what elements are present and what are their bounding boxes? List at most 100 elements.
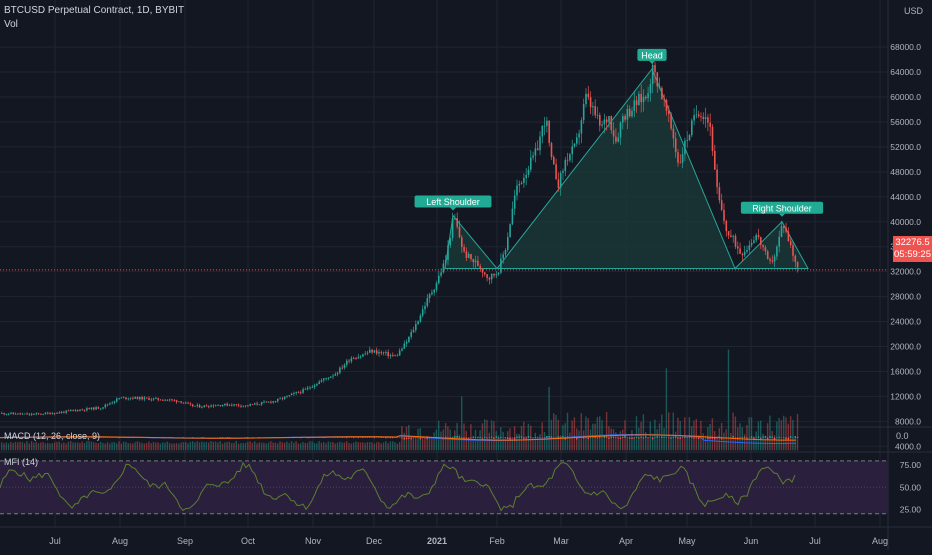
candle: [500, 259, 502, 273]
macd-histogram-bar: [613, 437, 615, 438]
macd-histogram-bar: [367, 438, 369, 439]
candle: [197, 405, 199, 406]
y-tick-label: 40000.0: [890, 217, 921, 227]
volume-bar: [91, 442, 92, 451]
candle: [475, 261, 477, 263]
macd-histogram-bar: [790, 436, 792, 438]
macd-histogram-bar: [698, 438, 700, 440]
volume-bar: [530, 426, 531, 451]
volume-bar: [378, 442, 379, 450]
candle: [33, 414, 35, 415]
volume-bar: [47, 443, 48, 451]
candle: [592, 106, 594, 107]
candle: [742, 254, 744, 255]
volume-bar: [121, 444, 122, 451]
macd-histogram-bar: [491, 437, 493, 438]
candle: [496, 274, 498, 275]
volume-bar: [220, 441, 221, 450]
macd-histogram-bar: [647, 438, 649, 439]
candle: [328, 378, 330, 379]
volume-bar: [19, 442, 20, 450]
volume-bar: [114, 442, 115, 450]
candle: [767, 251, 769, 259]
candle: [728, 231, 730, 235]
candle: [498, 273, 500, 275]
macd-histogram-bar: [420, 438, 422, 440]
volume-bar: [42, 442, 43, 450]
candle: [148, 398, 150, 400]
volume-bar: [413, 436, 414, 450]
candle: [640, 94, 642, 102]
volume-bar: [348, 443, 349, 450]
candle: [746, 250, 748, 252]
volume-bar: [491, 421, 492, 451]
volume-bar: [224, 442, 225, 450]
candle: [82, 410, 84, 411]
candle: [525, 175, 527, 178]
candle: [29, 414, 31, 415]
volume-bar: [468, 439, 469, 450]
candle: [52, 413, 54, 414]
candle: [86, 408, 88, 410]
candle: [123, 397, 125, 398]
volume-bar: [226, 442, 227, 450]
volume-bar: [735, 417, 736, 451]
candle: [680, 163, 682, 164]
x-tick-label: May: [678, 536, 696, 546]
volume-bar: [254, 441, 255, 450]
x-tick-label: Jul: [49, 536, 61, 546]
volume-bar: [31, 441, 32, 450]
volume-bar: [286, 442, 287, 451]
candle: [788, 232, 790, 242]
macd-histogram-bar: [592, 437, 594, 438]
volume-bar: [240, 443, 241, 450]
candle: [376, 350, 378, 353]
volume-bar: [316, 443, 317, 450]
volume-bar: [141, 443, 142, 450]
volume-bar: [270, 441, 271, 450]
volume-bar: [590, 430, 591, 451]
candle: [790, 241, 792, 245]
candle: [351, 358, 353, 361]
macd-histogram-bar: [776, 438, 778, 439]
volume-bar: [489, 433, 490, 451]
volume-bar: [293, 443, 294, 451]
volume-bar: [33, 443, 34, 451]
candle: [666, 100, 668, 111]
volume-bar: [61, 443, 62, 450]
candle: [1, 413, 3, 414]
volume-bar: [666, 368, 667, 450]
volume-bar: [151, 443, 152, 450]
volume-bar: [604, 438, 605, 451]
macd-histogram-bar: [404, 438, 406, 440]
volume-bar: [661, 414, 662, 450]
candle: [636, 100, 638, 105]
macd-histogram-bar: [654, 437, 656, 438]
macd-histogram-bar: [785, 438, 787, 440]
candle: [95, 407, 97, 409]
volume-bar: [171, 443, 172, 450]
candle: [13, 413, 15, 414]
candle: [670, 114, 672, 129]
macd-histogram-bar: [374, 438, 376, 439]
candle: [753, 240, 755, 243]
candle: [259, 404, 261, 405]
y-tick-label: 28000.0: [890, 292, 921, 302]
candle: [415, 324, 417, 330]
volume-bar: [647, 437, 648, 450]
macd-histogram-bar: [645, 437, 647, 438]
candle: [226, 404, 228, 406]
candle: [703, 117, 705, 119]
candle: [450, 238, 452, 245]
candle: [668, 111, 670, 114]
volume-bar: [146, 443, 147, 450]
candle: [578, 133, 580, 137]
x-tick-label: Aug: [112, 536, 128, 546]
candle: [470, 254, 472, 259]
candle: [245, 405, 247, 406]
volume-bar: [54, 442, 55, 450]
candle: [427, 298, 429, 306]
candle: [406, 342, 408, 344]
